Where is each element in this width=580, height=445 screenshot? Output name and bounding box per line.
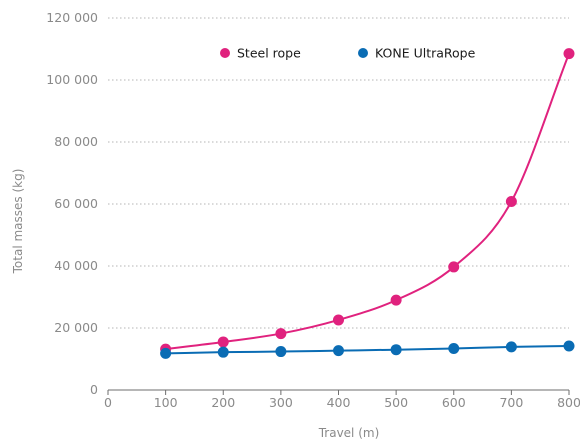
data-point bbox=[448, 342, 460, 354]
x-tick-label: 200 bbox=[211, 395, 235, 410]
data-point bbox=[448, 261, 460, 273]
x-tick-label: 0 bbox=[104, 395, 112, 410]
data-point bbox=[333, 345, 344, 357]
data-point bbox=[505, 341, 517, 353]
x-tick-label: 500 bbox=[384, 395, 408, 410]
x-tick-label: 300 bbox=[269, 395, 293, 410]
gridlines bbox=[108, 17, 569, 329]
y-tick-label: 120 000 bbox=[46, 10, 98, 25]
data-point bbox=[275, 328, 287, 340]
x-tick-label: 100 bbox=[154, 395, 178, 410]
x-tick-label: 400 bbox=[327, 395, 351, 410]
y-tick-label: 80 000 bbox=[54, 134, 98, 149]
data-point bbox=[217, 336, 229, 348]
legend-marker bbox=[220, 48, 230, 58]
axes: 0 20 000 40 000 60 000 80 000 100 000 120 000 0… bbox=[46, 10, 580, 410]
y-tick-label: 20 000 bbox=[54, 320, 98, 335]
data-point bbox=[390, 344, 402, 356]
x-axis-title: Travel (m) bbox=[318, 426, 380, 440]
x-tick-label: 600 bbox=[442, 395, 466, 410]
data-point bbox=[217, 346, 229, 358]
data-point bbox=[390, 294, 402, 306]
y-axis-title: Total masses (kg) bbox=[11, 169, 25, 275]
data-point bbox=[275, 346, 287, 358]
x-tick-label: 700 bbox=[499, 395, 523, 410]
y-tick-label: 0 bbox=[90, 382, 98, 397]
data-points bbox=[160, 48, 575, 359]
data-point bbox=[563, 48, 575, 60]
data-point bbox=[505, 196, 517, 208]
data-point bbox=[333, 314, 344, 326]
legend: Steel rope KONE UltraRope bbox=[220, 46, 476, 61]
data-point bbox=[563, 340, 575, 352]
y-tick-label: 100 000 bbox=[46, 72, 98, 87]
data-point bbox=[160, 347, 172, 359]
y-tick-label: 60 000 bbox=[54, 196, 98, 211]
x-tick-label: 800 bbox=[557, 395, 580, 410]
legend-marker bbox=[358, 48, 368, 58]
y-tick-label: 40 000 bbox=[54, 258, 98, 273]
legend-label: Steel rope bbox=[237, 46, 301, 61]
legend-label: KONE UltraRope bbox=[375, 46, 476, 61]
